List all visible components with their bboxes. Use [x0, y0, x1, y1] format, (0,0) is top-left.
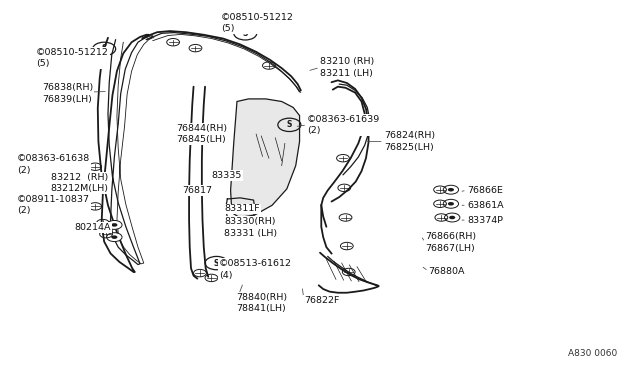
Circle shape	[449, 216, 455, 219]
Text: 76838(RH)
76839(LH): 76838(RH) 76839(LH)	[42, 83, 93, 103]
Text: 63861A: 63861A	[467, 201, 504, 210]
Circle shape	[448, 202, 454, 206]
Circle shape	[107, 233, 122, 241]
Text: 76817: 76817	[182, 186, 212, 195]
Text: S: S	[102, 44, 107, 53]
Text: ©08363-61639
(2): ©08363-61639 (2)	[307, 115, 380, 135]
Text: N: N	[31, 200, 37, 209]
Text: 80214A: 80214A	[74, 223, 111, 232]
Text: ©08513-61612
(4): ©08513-61612 (4)	[219, 259, 292, 280]
Text: 76880A: 76880A	[429, 267, 465, 276]
Text: S: S	[61, 159, 66, 168]
Text: ©08911-10837
(2): ©08911-10837 (2)	[17, 195, 90, 215]
Text: 78840(RH)
78841(LH): 78840(RH) 78841(LH)	[236, 292, 287, 313]
Text: 83374P: 83374P	[467, 216, 503, 225]
Text: 83210 (RH)
83211 (LH): 83210 (RH) 83211 (LH)	[320, 57, 374, 78]
Text: S: S	[214, 259, 220, 267]
Text: ©08510-51212
(5): ©08510-51212 (5)	[221, 13, 294, 33]
Text: 76866(RH)
76867(LH): 76866(RH) 76867(LH)	[426, 232, 477, 253]
Circle shape	[111, 223, 117, 227]
Circle shape	[107, 221, 122, 230]
Text: S: S	[243, 29, 248, 38]
Text: 76824(RH)
76825(LH): 76824(RH) 76825(LH)	[384, 131, 435, 152]
Text: S: S	[287, 121, 292, 129]
Text: 76866E: 76866E	[467, 186, 503, 195]
Text: ©08510-51212
(5): ©08510-51212 (5)	[36, 48, 109, 68]
Circle shape	[111, 235, 117, 239]
Text: 83335: 83335	[211, 171, 242, 180]
Circle shape	[445, 213, 460, 222]
Circle shape	[444, 199, 459, 208]
Text: ©08363-61638
(2): ©08363-61638 (2)	[17, 154, 90, 175]
Text: 83311F: 83311F	[224, 205, 260, 214]
Circle shape	[444, 185, 459, 194]
Text: A830 0060: A830 0060	[568, 349, 617, 358]
Polygon shape	[230, 99, 300, 218]
Text: 83330(RH)
83331 (LH): 83330(RH) 83331 (LH)	[224, 217, 277, 238]
Text: 76822F: 76822F	[304, 296, 339, 305]
Text: 83212  (RH)
83212M(LH): 83212 (RH) 83212M(LH)	[51, 173, 109, 193]
Text: 76844(RH)
76845(LH): 76844(RH) 76845(LH)	[176, 124, 227, 144]
Circle shape	[448, 188, 454, 192]
